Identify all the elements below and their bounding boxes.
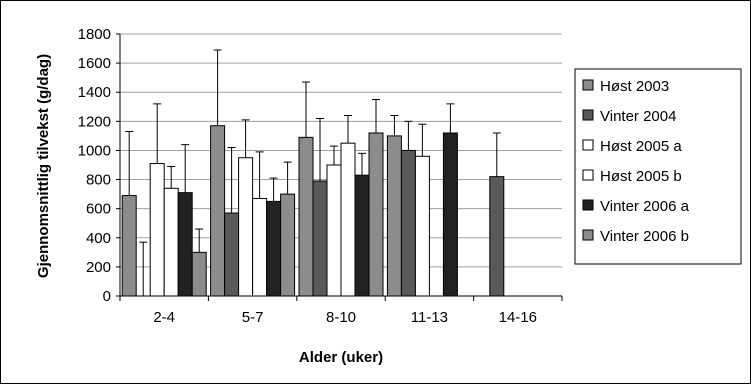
bar (312, 180, 328, 297)
bar (400, 149, 416, 297)
bar (414, 155, 430, 297)
bar (340, 142, 356, 297)
bar (210, 125, 226, 297)
bar (191, 251, 207, 297)
bar (386, 135, 402, 297)
legend-swatch (582, 109, 594, 121)
bar (489, 176, 505, 297)
legend-swatch (582, 229, 594, 241)
y-tick-label: 1400 (78, 84, 111, 101)
error-bars-group (125, 49, 501, 296)
legend-label: Vinter 2006 a (600, 198, 690, 215)
axes-group (116, 33, 563, 301)
y-tick-label: 0 (103, 288, 111, 305)
legend-label: Høst 2003 (600, 78, 669, 95)
x-axis-title: Alder (uker) (299, 349, 383, 366)
y-tick-label: 1600 (78, 55, 111, 72)
x-tick-label: 5-7 (242, 309, 264, 326)
bar (326, 164, 342, 297)
legend-label: Høst 2005 a (600, 138, 682, 155)
bar (298, 136, 314, 297)
bar (238, 157, 254, 297)
legend: Høst 2003 Vinter 2004 Høst 2005 a Høst 2005… (574, 68, 742, 265)
x-tick-label: 2-4 (153, 309, 175, 326)
bars-group (121, 125, 505, 297)
y-tick-label: 1800 (78, 26, 111, 43)
legend-label: Vinter 2004 (600, 108, 676, 125)
legend-box (574, 68, 742, 265)
y-tick-label: 1000 (78, 142, 111, 159)
bar (177, 192, 193, 297)
legend-swatch (582, 139, 594, 151)
legend-label: Vinter 2006 b (600, 228, 689, 245)
bar (266, 200, 282, 297)
legend-swatch (582, 169, 594, 181)
y-tick-label: 1200 (78, 113, 111, 130)
legend-swatch (582, 199, 594, 211)
bar (368, 132, 384, 297)
y-tick-label: 800 (86, 172, 111, 189)
bar (149, 163, 165, 297)
y-tick-label: 400 (86, 230, 111, 247)
bar (121, 195, 137, 297)
y-tick-label: 600 (86, 201, 111, 218)
y-tick-labels: 0 200 400 600 800 1000 1200 1400 1600 1800 (78, 26, 111, 305)
x-tick-labels: 2-4 5-7 8-10 11-13 14-16 (153, 309, 537, 326)
bar (354, 174, 370, 297)
y-tick-label: 200 (86, 259, 111, 276)
y-axis-title: Gjennomsnittlig tilvekst (g/dag) (35, 54, 52, 278)
bar (280, 193, 296, 297)
legend-swatch (582, 79, 594, 91)
x-tick-label: 11-13 (411, 309, 448, 326)
x-tick-label: 8-10 (326, 309, 356, 326)
bar (163, 187, 179, 297)
bar (442, 132, 458, 297)
bar (224, 212, 240, 297)
legend-label: Høst 2005 b (600, 168, 682, 185)
x-tick-label: 14-16 (499, 309, 537, 326)
bar (252, 197, 268, 297)
